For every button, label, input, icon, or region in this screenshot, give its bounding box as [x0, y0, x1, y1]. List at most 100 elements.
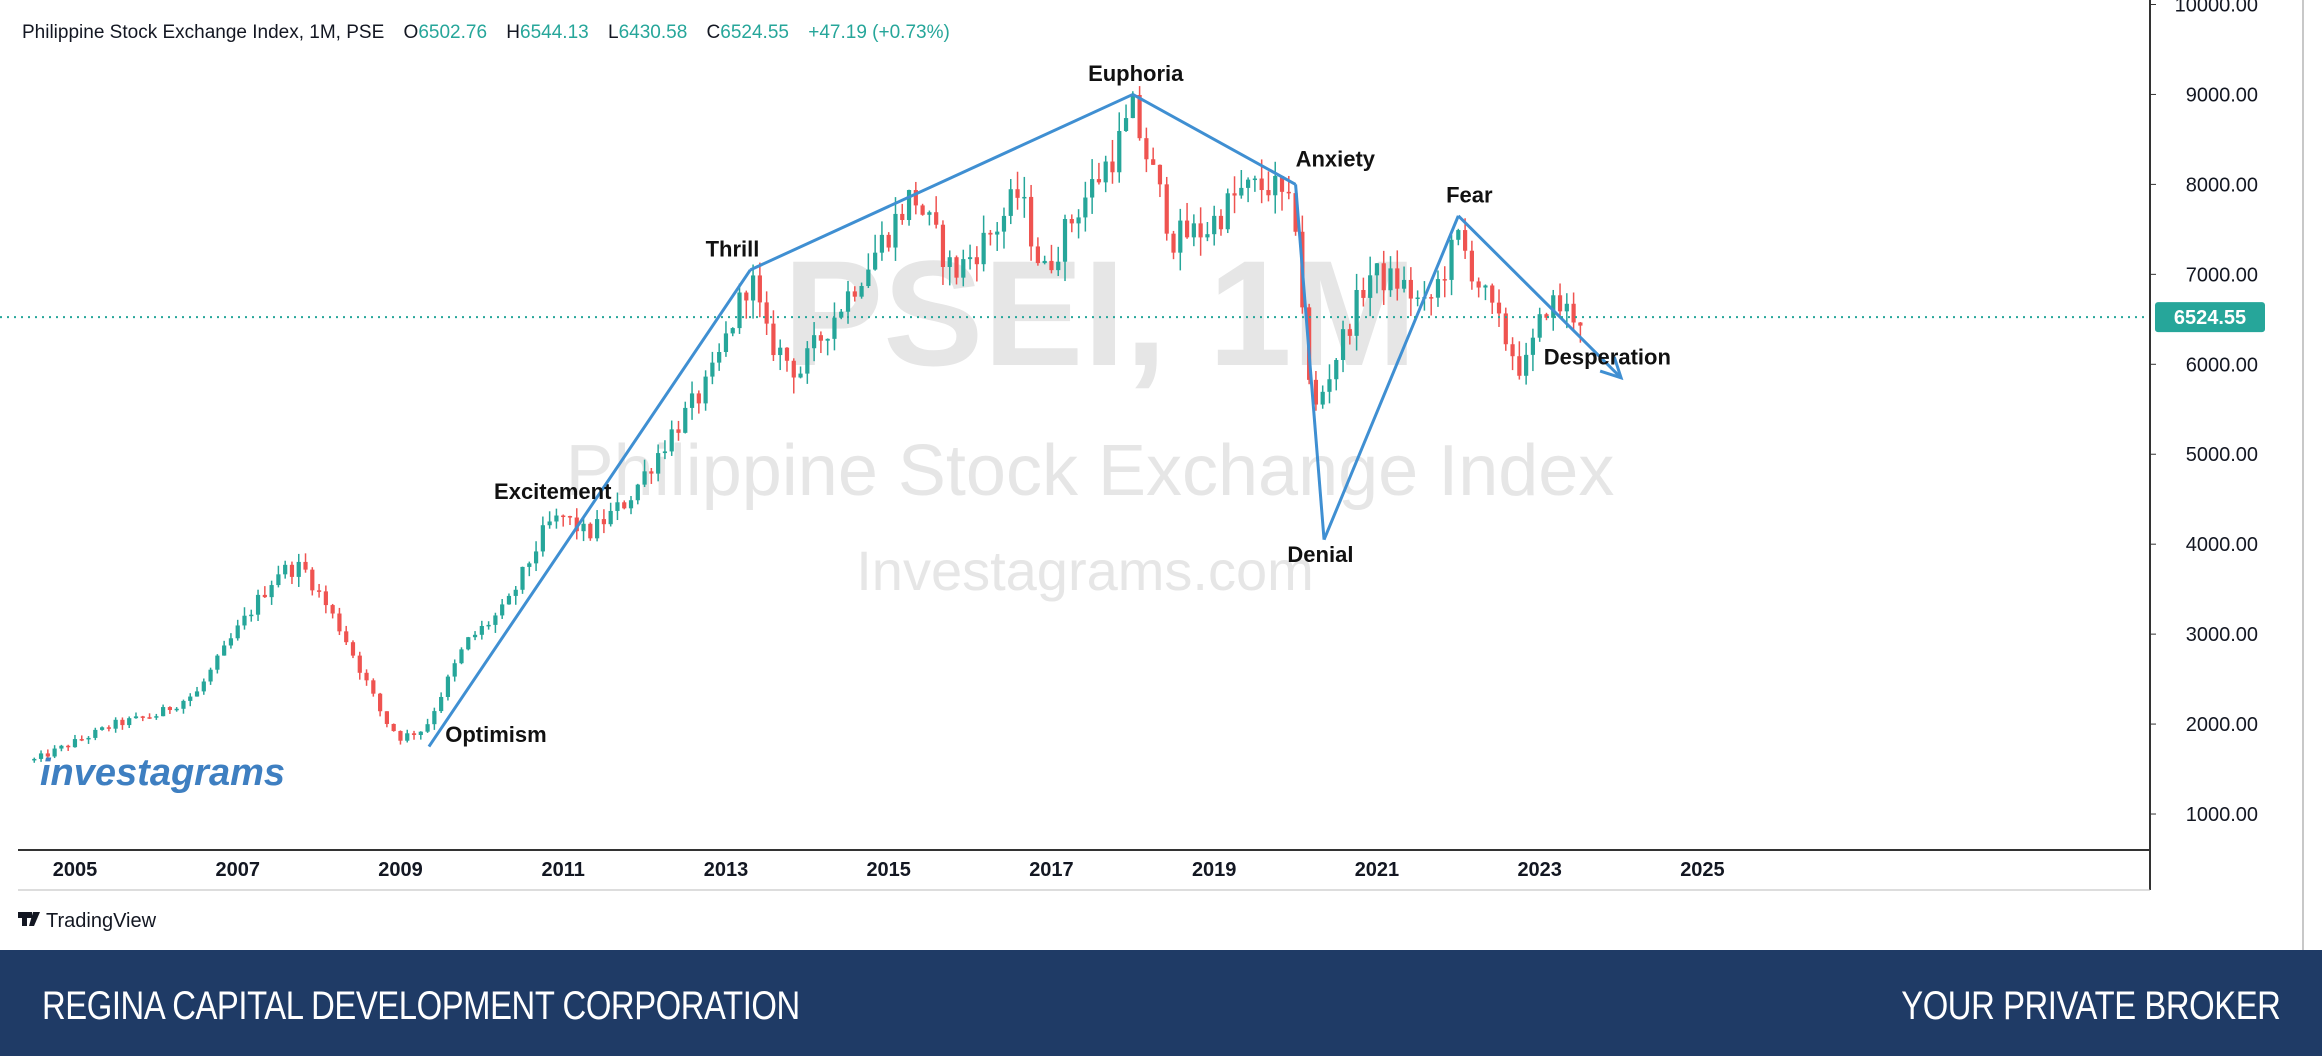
candle-body	[1259, 178, 1264, 191]
candle-body	[1395, 268, 1400, 289]
candle-body	[127, 718, 132, 726]
candle-body	[167, 707, 173, 711]
candle-body	[1164, 184, 1169, 234]
price-axis-label: 9000.00	[2186, 84, 2258, 106]
candle-body	[608, 510, 613, 525]
low-label: L	[608, 22, 619, 43]
candle-body	[669, 429, 674, 452]
candle-body	[1103, 161, 1108, 183]
candle-body	[845, 291, 851, 312]
candle-body	[873, 252, 878, 270]
candle-body	[472, 634, 478, 638]
time-axis-label: 2021	[1355, 859, 1400, 881]
price-chart[interactable]: PSEI, 1M Philippine Stock Exchange Index…	[0, 0, 2322, 950]
phase-annotation: Denial	[1287, 542, 1353, 567]
candle-body	[269, 585, 274, 598]
candle-body	[757, 275, 762, 303]
candle-body	[228, 638, 234, 646]
trendline-segment	[1322, 215, 1460, 541]
phase-annotation: Euphoria	[1088, 61, 1184, 86]
candle-body	[1551, 295, 1556, 318]
candle-body	[1273, 176, 1278, 196]
candle-body	[913, 190, 918, 206]
phase-annotation: Fear	[1446, 182, 1493, 207]
candle-body	[696, 393, 701, 404]
candle-body	[832, 317, 837, 339]
candles-layer	[32, 86, 1583, 763]
low-value: 6430.58	[619, 22, 688, 43]
candle-body	[1083, 197, 1088, 218]
candle-body	[601, 519, 606, 525]
candle-body	[140, 716, 145, 718]
time-axis-label: 2005	[53, 859, 98, 881]
candle-body	[154, 716, 159, 718]
candle-body	[432, 711, 437, 725]
candle-body	[988, 232, 993, 235]
price-axis-label: 7000.00	[2186, 264, 2258, 286]
close-value: 6524.55	[720, 22, 789, 43]
candle-body	[547, 521, 552, 526]
price-axis-label: 2000.00	[2186, 714, 2258, 736]
candle-body	[506, 595, 512, 605]
candle-body	[1056, 261, 1061, 271]
candle-body	[622, 502, 627, 509]
candle-body	[1001, 215, 1007, 232]
tradingview-brand[interactable]: TradingView	[46, 910, 157, 932]
candle-body	[1361, 290, 1366, 298]
candle-body	[940, 224, 946, 267]
candle-body	[1354, 290, 1359, 336]
candle-body	[337, 613, 342, 632]
candle-body	[1035, 246, 1040, 264]
price-axis-label: 10000.00	[2175, 0, 2258, 16]
candle-body	[1232, 193, 1237, 196]
candle-body	[513, 589, 518, 596]
candle-body	[1225, 193, 1230, 230]
last-price-tag-label: 6524.55	[2174, 307, 2246, 329]
price-axis-label: 4000.00	[2186, 534, 2258, 556]
time-axis-label: 2023	[1517, 859, 1562, 881]
candle-body	[886, 234, 891, 248]
candle-body	[344, 631, 349, 643]
open-value: 6502.76	[418, 22, 487, 43]
candle-body	[805, 348, 810, 374]
candle-body	[981, 232, 986, 265]
price-axis-label: 8000.00	[2186, 174, 2258, 196]
candle-body	[1090, 179, 1095, 198]
candle-body	[479, 625, 484, 635]
candle-body	[500, 604, 505, 616]
candle-body	[1184, 220, 1190, 238]
candle-body	[113, 719, 118, 729]
candle-body	[310, 569, 315, 591]
candle-body	[1198, 223, 1203, 238]
tradingview-logo-icon[interactable]	[18, 912, 40, 926]
candle-body	[147, 717, 152, 719]
candle-body	[106, 727, 111, 729]
candle-body	[38, 753, 44, 759]
open-label: O	[404, 22, 419, 43]
candle-body	[852, 291, 857, 297]
price-axis[interactable]: 10000.00 9000.00 8000.00 7000.00 6000.00 5000…	[2150, 0, 2258, 826]
candle-body	[378, 693, 383, 712]
candle-body	[350, 642, 356, 656]
candle-body	[161, 707, 166, 717]
candle-body	[771, 323, 776, 356]
candle-body	[737, 292, 742, 329]
candle-body	[1401, 279, 1407, 289]
watermark-name: Philippine Stock Exchange Index	[566, 431, 1615, 511]
candle-body	[188, 696, 193, 701]
candle-body	[1266, 190, 1271, 196]
candle-body	[1008, 189, 1013, 216]
candle-body	[445, 676, 451, 697]
time-axis-label: 2013	[704, 859, 749, 881]
symbol-legend: Philippine Stock Exchange Index, 1M, PSE…	[22, 22, 950, 43]
footer-company: REGINA CAPITAL DEVELOPMENT CORPORATION	[42, 984, 800, 1028]
candle-body	[323, 591, 328, 606]
candle-body	[1571, 303, 1576, 323]
candle-body	[1130, 94, 1135, 119]
candle-body	[1374, 263, 1380, 276]
candle-body	[588, 523, 593, 539]
candle-body	[649, 471, 654, 474]
candle-body	[1029, 196, 1034, 247]
time-axis[interactable]: 2005 2007 2009 2011 2013 2015 2017 2019 2021 2023…	[53, 859, 1725, 881]
candle-body	[574, 517, 579, 532]
